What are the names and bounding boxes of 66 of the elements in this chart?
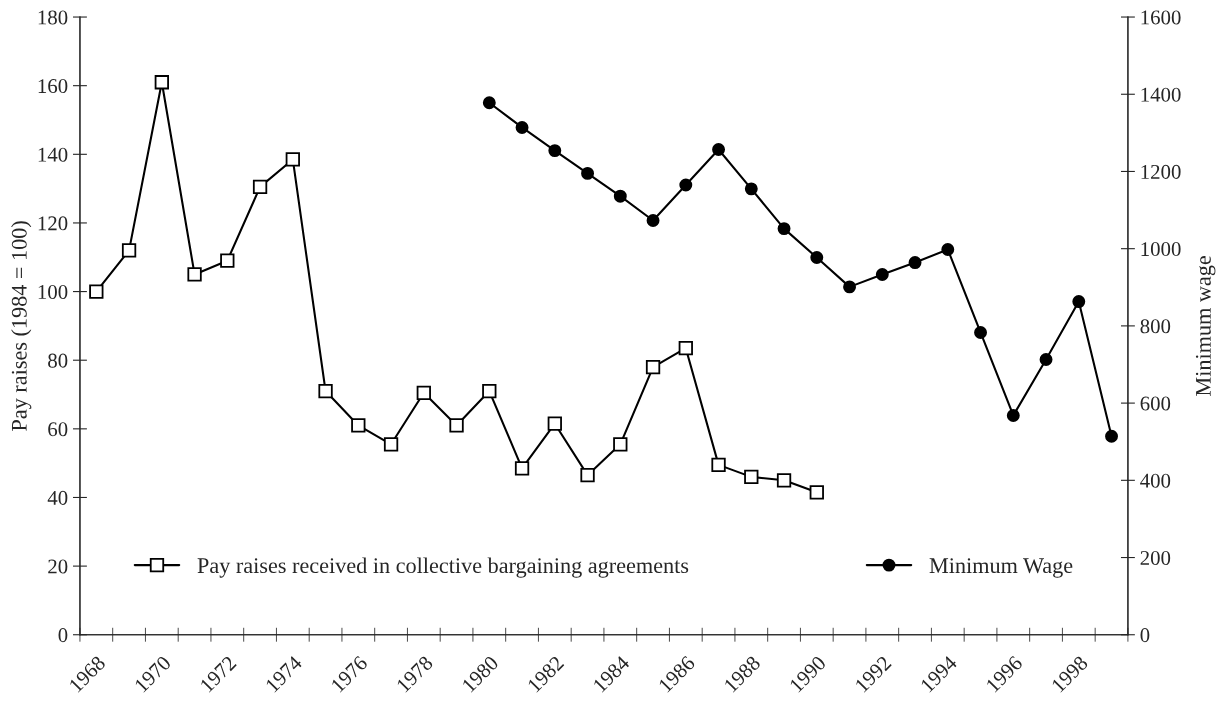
point: [547, 416, 562, 431]
point: [679, 178, 693, 192]
point: [645, 359, 661, 375]
point: [1039, 353, 1053, 366]
point: [89, 284, 104, 299]
point: [613, 437, 628, 452]
y2-tick-label: 400: [1140, 473, 1171, 488]
y2-tick-label: 600: [1140, 396, 1171, 411]
y-tick-label: 160: [38, 79, 68, 94]
point: [252, 179, 268, 195]
y-tick-label: 80: [48, 353, 68, 368]
point: [1006, 408, 1020, 422]
point: [809, 485, 824, 500]
point: [318, 383, 333, 399]
y2-tick-label: 1000: [1141, 242, 1181, 257]
y2-tick-label: 800: [1140, 319, 1171, 334]
point: [678, 341, 693, 356]
point: [810, 251, 824, 265]
legend-label: Pay raises received in collective bargaining agreements: [197, 557, 689, 578]
y2-tick-label: 1400: [1141, 87, 1181, 102]
legend-label: Minimum Wage: [929, 558, 1073, 578]
y2-tick-label: 200: [1140, 550, 1171, 565]
y-tick-label: 100: [38, 284, 68, 300]
point: [449, 418, 464, 433]
point: [1072, 295, 1086, 309]
point: [383, 437, 399, 452]
point: [941, 242, 955, 256]
point: [646, 214, 660, 227]
y-tick-label: 120: [38, 216, 68, 231]
y-axis-title: Pay raises (1984 = 100): [11, 221, 32, 431]
point: [285, 152, 300, 167]
y2-tick-label: 0: [1140, 628, 1150, 643]
y-tick-label: 180: [38, 10, 68, 25]
point: [843, 280, 857, 294]
point: [875, 268, 889, 282]
point: [187, 267, 202, 282]
y-tick-label: 0: [58, 628, 68, 643]
y2-tick-label: 1600: [1141, 10, 1181, 25]
point: [581, 166, 595, 180]
point: [220, 253, 235, 268]
point: [580, 468, 595, 483]
point: [416, 385, 431, 400]
y-tick-label: 40: [47, 490, 68, 505]
point: [711, 457, 726, 473]
y2-tick-label: 1200: [1141, 164, 1181, 179]
point: [613, 189, 627, 203]
point: [908, 256, 922, 270]
point: [514, 461, 530, 476]
point: [1105, 429, 1118, 443]
y-tick-label: 60: [48, 422, 68, 437]
point: [974, 325, 988, 339]
point: [121, 243, 137, 258]
point: [744, 182, 758, 196]
point: [154, 75, 169, 90]
y-tick-label: 140: [38, 147, 68, 162]
point: [777, 222, 791, 236]
point: [482, 96, 496, 110]
y2-axis-title: Minimum wage: [1195, 255, 1216, 396]
y-tick-label: 20: [48, 559, 68, 574]
point: [712, 142, 726, 156]
point: [351, 418, 366, 433]
point: [482, 383, 497, 399]
point: [744, 469, 759, 485]
point: [776, 473, 792, 488]
point: [515, 120, 529, 134]
point: [548, 144, 562, 158]
